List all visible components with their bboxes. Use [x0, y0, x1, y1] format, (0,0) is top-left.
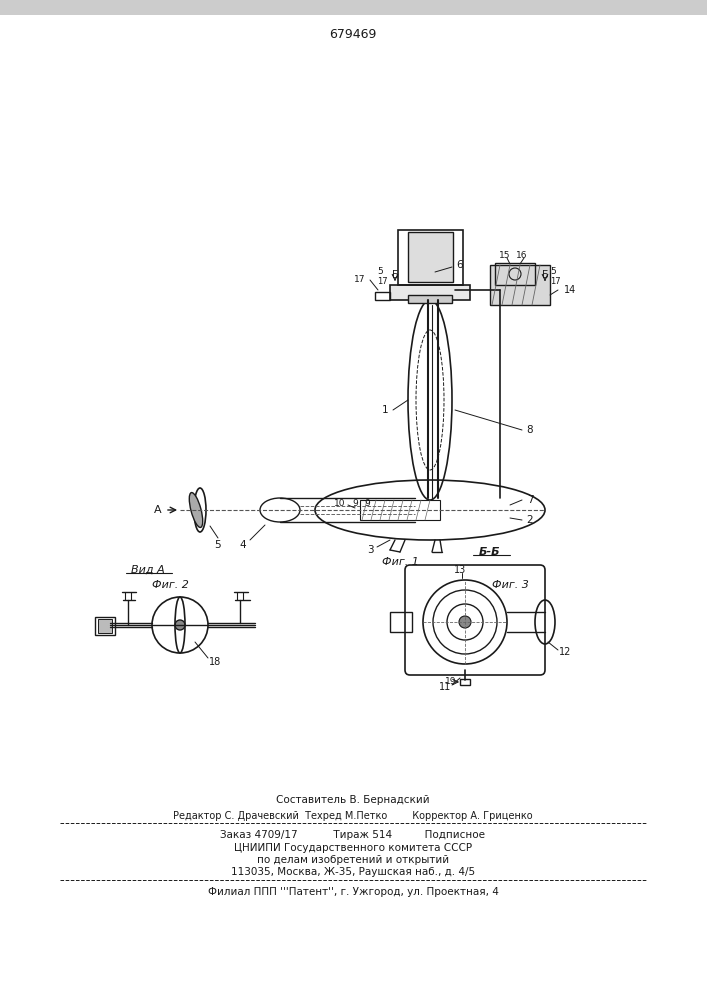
Text: Редактор С. Драчевский  Техред М.Петко        Корректор А. Гриценко: Редактор С. Драчевский Техред М.Петко Ко…	[173, 811, 533, 821]
Text: ЦНИИПИ Государственного комитета СССР: ЦНИИПИ Государственного комитета СССР	[234, 843, 472, 853]
Bar	[408, 295, 452, 303]
Text: 5: 5	[550, 266, 556, 275]
Text: 10: 10	[334, 498, 346, 508]
Text: 2: 2	[527, 515, 533, 525]
Text: 19: 19	[445, 678, 457, 686]
Text: Б: Б	[392, 270, 398, 280]
Text: Заказ 4709/17           Тираж 514          Подписное: Заказ 4709/17 Тираж 514 Подписное	[221, 830, 486, 840]
Bar	[390, 612, 412, 632]
Text: 4: 4	[240, 540, 246, 550]
Text: 8: 8	[527, 425, 533, 435]
Text: 12: 12	[559, 647, 571, 657]
Text: 113035, Москва, Ж-35, Раушская наб., д. 4/5: 113035, Москва, Ж-35, Раушская наб., д. …	[231, 867, 475, 877]
Text: 6: 6	[457, 260, 463, 270]
Text: Фиг. 2: Фиг. 2	[151, 580, 189, 590]
Bar	[495, 263, 535, 285]
Ellipse shape	[189, 493, 203, 527]
Text: 9: 9	[364, 498, 370, 508]
Text: 11: 11	[439, 682, 451, 692]
Text: 18: 18	[209, 657, 221, 667]
Bar	[408, 232, 453, 282]
Text: 679469: 679469	[329, 28, 377, 41]
Text: 5: 5	[377, 266, 383, 275]
Text: 1: 1	[382, 405, 388, 415]
Text: A: A	[154, 505, 162, 515]
Text: 9: 9	[352, 498, 358, 508]
Text: 17: 17	[354, 275, 366, 284]
Text: 13: 13	[454, 565, 466, 575]
Text: 3: 3	[367, 545, 373, 555]
Bar	[490, 265, 550, 305]
Text: 5: 5	[215, 540, 221, 550]
Text: Б-Б: Б-Б	[479, 547, 501, 557]
Bar	[398, 230, 463, 285]
Text: Филиал ППП '''Патент'', г. Ужгород, ул. Проектная, 4: Филиал ППП '''Патент'', г. Ужгород, ул. …	[208, 887, 498, 897]
Text: Вид A: Вид A	[131, 565, 165, 575]
Text: 7: 7	[527, 495, 533, 505]
Bar	[360, 500, 440, 520]
Text: 14: 14	[564, 285, 576, 295]
Bar	[0, 0, 707, 15]
Text: Фиг. 1: Фиг. 1	[382, 557, 419, 567]
Text: Фиг. 3: Фиг. 3	[491, 580, 528, 590]
Circle shape	[459, 616, 471, 628]
Text: по делам изобретений и открытий: по делам изобретений и открытий	[257, 855, 449, 865]
Text: 17: 17	[377, 277, 387, 286]
Bar	[98, 619, 112, 633]
Text: 17: 17	[549, 277, 561, 286]
Bar	[95, 617, 115, 635]
Circle shape	[175, 620, 185, 630]
Text: Составитель В. Бернадский: Составитель В. Бернадский	[276, 795, 430, 805]
Text: 15: 15	[499, 250, 510, 259]
Bar	[375, 292, 390, 300]
Text: Б: Б	[542, 270, 549, 280]
Text: 16: 16	[516, 250, 527, 259]
Bar	[390, 285, 470, 300]
Bar	[460, 679, 470, 685]
